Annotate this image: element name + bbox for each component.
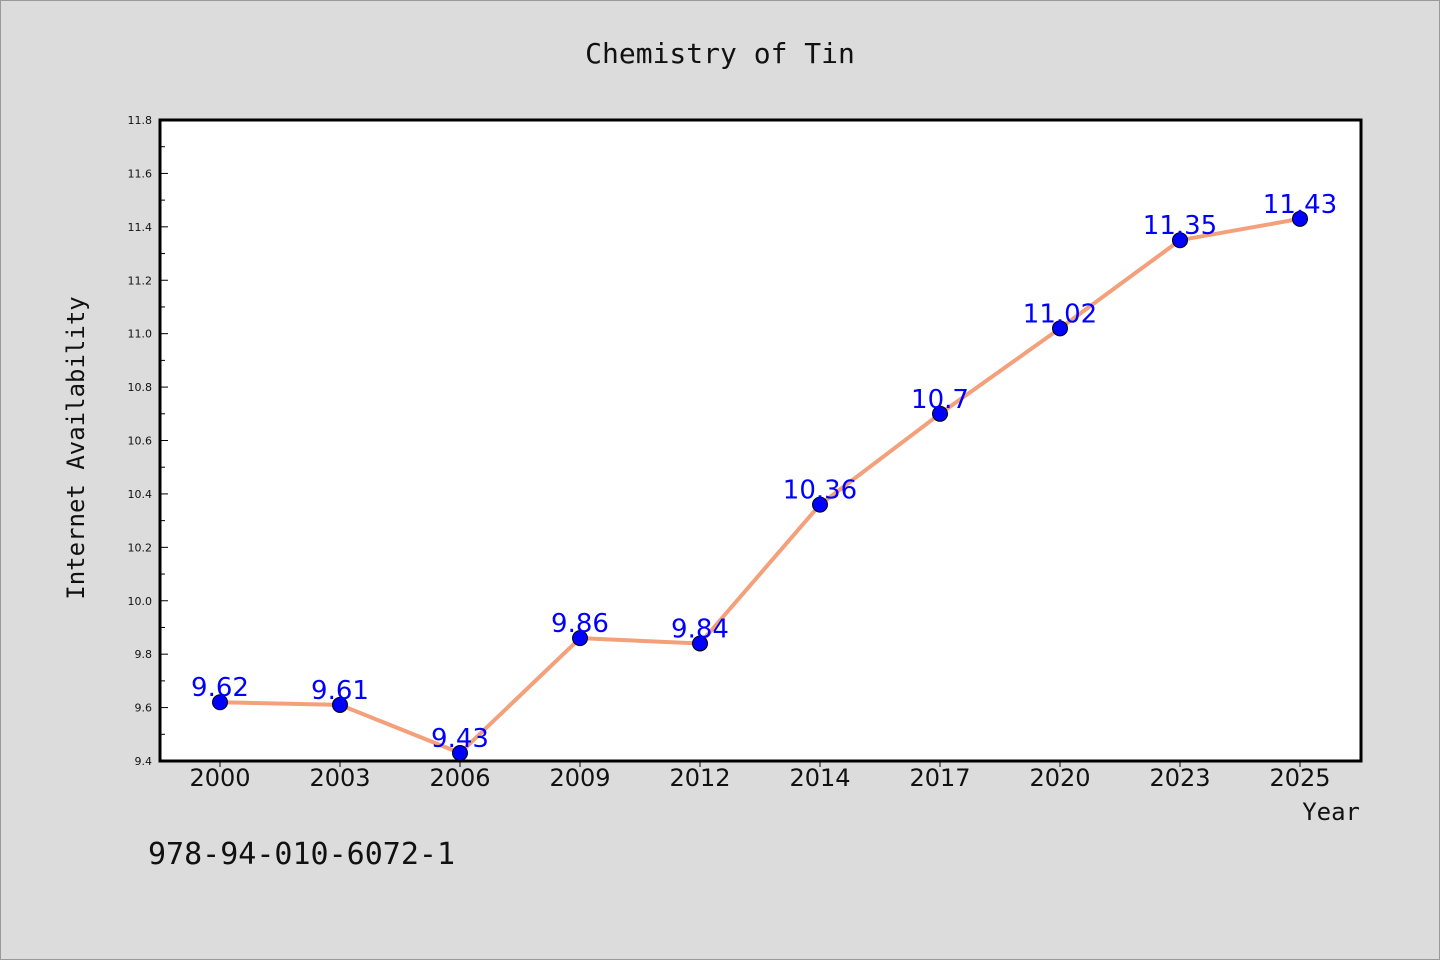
chart-title: Chemistry of Tin: [585, 37, 855, 70]
data-point: [572, 630, 588, 647]
x-axis-label: Year: [1302, 798, 1360, 826]
y-tick-label: 10.0: [128, 595, 153, 608]
y-axis: 9.4 9.6 9.8 10.0 10.2 10.4 10.6 10.8 11.0 11.2 11.…: [128, 114, 168, 768]
data-label: 10.36: [783, 476, 857, 506]
marker-group: [212, 210, 1308, 761]
y-tick-label: 10.2: [128, 541, 153, 554]
series-line: [218, 216, 1302, 755]
y-tick-label: 11.0: [128, 328, 153, 341]
x-tick-label: 2009: [549, 764, 610, 792]
data-point: [932, 405, 948, 422]
data-label: 11.35: [1143, 211, 1217, 241]
x-tick-label: 2003: [309, 764, 370, 792]
x-tick-label: 2017: [909, 764, 970, 792]
data-point: [1172, 232, 1188, 249]
data-point: [1052, 320, 1068, 337]
plot-area: [158, 118, 1363, 763]
data-point: [812, 496, 828, 513]
y-tick-label: 9.4: [135, 755, 153, 768]
data-label: 10.7: [911, 385, 969, 415]
y-tick-label: 9.6: [135, 702, 153, 715]
y-axis-label: Internet Availability: [62, 296, 90, 599]
data-label: 9.84: [671, 614, 729, 644]
data-label: 11.43: [1263, 190, 1337, 220]
data-label: 9.43: [431, 724, 489, 754]
y-tick-label: 11.8: [128, 114, 153, 127]
data-label-group: 9.62 9.61 9.43 9.86 9.84 10.36 10.7 11.02 11.35 1…: [191, 190, 1337, 754]
y-tick-label: 11.2: [128, 274, 153, 287]
data-point: [452, 744, 468, 761]
y-tick-label: 9.8: [135, 648, 153, 661]
y-tick-label: 11.6: [128, 167, 153, 180]
data-label: 9.61: [311, 676, 369, 706]
data-point: [332, 696, 348, 713]
y-tick-label: 10.8: [128, 381, 153, 394]
data-point: [1292, 210, 1308, 227]
data-label: 9.62: [191, 673, 249, 703]
data-point: [212, 694, 228, 711]
y-tick-label: 11.4: [128, 221, 153, 234]
series-line-group: [218, 216, 1302, 755]
x-tick-label: 2025: [1269, 764, 1330, 792]
x-tick-label: 2006: [429, 764, 490, 792]
data-label: 9.86: [551, 609, 609, 639]
y-tick-label: 10.4: [128, 488, 153, 501]
x-tick-label: 2020: [1029, 764, 1090, 792]
footnote-isbn: 978-94-010-6072-1: [148, 837, 455, 872]
data-label: 11.02: [1023, 299, 1097, 329]
x-tick-label: 2023: [1149, 764, 1210, 792]
x-tick-label: 2012: [669, 764, 730, 792]
data-point: [692, 635, 708, 652]
x-axis: 2000 2003 2006 2009 2012 2014 2017 2020 2023 2025: [189, 761, 1331, 792]
y-tick-label: 10.6: [128, 435, 153, 448]
x-tick-label: 2000: [189, 764, 250, 792]
x-tick-label: 2014: [789, 764, 850, 792]
